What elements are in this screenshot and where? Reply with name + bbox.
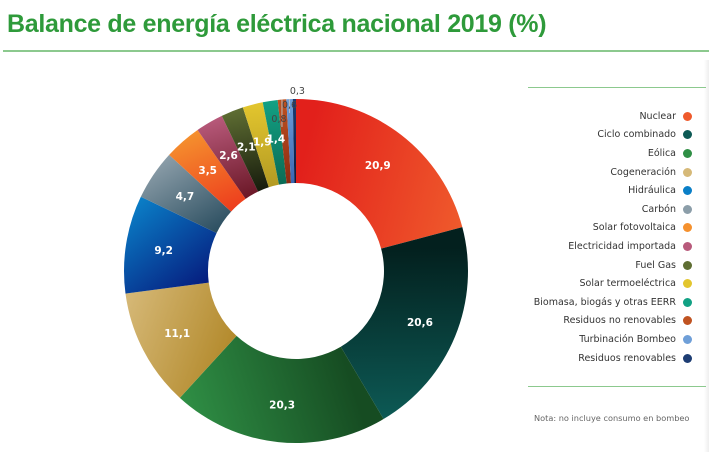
slice-label-carbon: 4,7	[176, 191, 195, 203]
slice-carbon	[140, 154, 232, 234]
slice-ciclo-combinado	[340, 227, 468, 420]
legend-item-carbon: Carbón	[492, 200, 692, 219]
slice-label-cogeneracion: 11,1	[164, 328, 190, 340]
legend-bottom-divider	[528, 386, 706, 387]
legend-swatch-icon	[683, 241, 692, 251]
legend-item-residuos-no-renovables: Residuos no renovables	[492, 312, 692, 331]
legend-label: Carbón	[641, 203, 676, 215]
legend-item-eolica: Eólica	[492, 144, 692, 163]
legend: Nuclear Ciclo combinado Eólica Cogeneración…	[492, 107, 692, 367]
legend-item-nuclear: Nuclear	[492, 107, 692, 126]
legend-item-ciclo-combinado: Ciclo combinado	[492, 126, 692, 145]
slice-electricidad-importada	[197, 115, 259, 199]
legend-item-biomasa-biogas-y-otras-eerr: Biomasa, biogás y otras EERR	[492, 293, 692, 312]
legend-item-turbinacion-bombeo: Turbinación Bombeo	[492, 330, 692, 349]
slice-hidraulica	[124, 196, 217, 294]
legend-item-electricidad-importada: Electricidad importada	[492, 237, 692, 256]
slice-label-residuos-no-renovables: 0,8	[271, 114, 286, 125]
slice-label-biomasa-biogas-y-otras-eerr: 1,4	[267, 134, 286, 146]
legend-item-fuel-gas: Fuel Gas	[492, 256, 692, 275]
slice-labels-layer: 20,9 20,6 20,3 11,1 9,2 4,7 3,52,62,11,91,4 0,8…	[154, 86, 433, 411]
legend-label: Solar termoeléctrica	[579, 278, 676, 290]
legend-top-divider	[528, 87, 706, 88]
footnote: Nota: no incluye consumo en bombeo	[534, 413, 690, 423]
legend-swatch-icon	[683, 316, 692, 326]
slice-eolica	[179, 335, 384, 443]
legend-label: Residuos renovables	[578, 352, 676, 364]
legend-swatch-icon	[683, 186, 692, 196]
slice-residuos-no-renovables	[277, 99, 292, 184]
slice-label-electricidad-importada: 2,6	[219, 150, 238, 162]
legend-swatch-icon	[683, 334, 692, 344]
legend-label: Turbinación Bombeo	[579, 333, 676, 345]
legend-swatch-icon	[683, 297, 692, 307]
legend-label: Hidráulica	[628, 185, 676, 197]
slice-label-nuclear: 20,9	[365, 160, 391, 172]
chart-title: Balance de energía eléctrica nacional 20…	[7, 10, 547, 38]
legend-label: Ciclo combinado	[597, 129, 676, 141]
legend-label: Residuos no renovables	[563, 315, 676, 327]
slice-solar-fotovoltaica	[169, 129, 246, 212]
slice-nuclear	[296, 99, 463, 249]
slice-label-eolica: 20,3	[269, 399, 295, 411]
panel-edge-shadow	[704, 60, 709, 452]
legend-item-cogeneracion: Cogeneración	[492, 163, 692, 182]
slice-solar-termoelectrica	[242, 102, 279, 188]
legend-label: Biomasa, biogás y otras EERR	[533, 296, 676, 308]
slice-fuel-gas	[221, 107, 269, 192]
slice-biomasa-biogas-y-otras-eerr	[262, 99, 287, 185]
slice-cogeneracion	[125, 282, 237, 398]
legend-item-solar-fotovoltaica: Solar fotovoltaica	[492, 219, 692, 238]
legend-label: Nuclear	[639, 110, 676, 122]
legend-label: Cogeneración	[610, 166, 676, 178]
slice-label-ciclo-combinado: 20,6	[407, 317, 433, 329]
legend-swatch-icon	[683, 223, 692, 233]
slice-label-solar-termoelectrica: 1,9	[253, 136, 272, 148]
legend-swatch-icon	[683, 204, 692, 214]
legend-swatch-icon	[683, 130, 692, 140]
slice-turbinacion-bombeo	[286, 99, 295, 184]
slice-label-turbinacion-bombeo: 0,6	[282, 100, 297, 111]
legend-swatch-icon	[683, 167, 692, 177]
slice-label-solar-fotovoltaica: 3,5	[198, 165, 217, 177]
legend-swatch-icon	[683, 148, 692, 158]
legend-swatch-icon	[683, 111, 692, 121]
legend-item-residuos-renovables: Residuos renovables	[492, 349, 692, 368]
legend-swatch-icon	[683, 353, 692, 363]
slice-label-fuel-gas: 2,1	[237, 142, 256, 154]
legend-label: Solar fotovoltaica	[592, 222, 676, 234]
legend-swatch-icon	[683, 260, 692, 270]
title-divider	[3, 50, 709, 52]
leader-lines-layer	[281, 99, 295, 127]
slice-residuos-renovables	[292, 99, 296, 184]
legend-label: Electricidad importada	[568, 240, 676, 252]
slices-layer	[124, 99, 468, 443]
slice-label-hidraulica: 9,2	[154, 245, 173, 257]
legend-label: Fuel Gas	[635, 259, 676, 271]
legend-item-solar-termoelectrica: Solar termoeléctrica	[492, 274, 692, 293]
legend-item-hidraulica: Hidráulica	[492, 181, 692, 200]
legend-label: Eólica	[647, 147, 676, 159]
slice-label-residuos-renovables: 0,3	[290, 86, 305, 97]
legend-swatch-icon	[683, 279, 692, 289]
